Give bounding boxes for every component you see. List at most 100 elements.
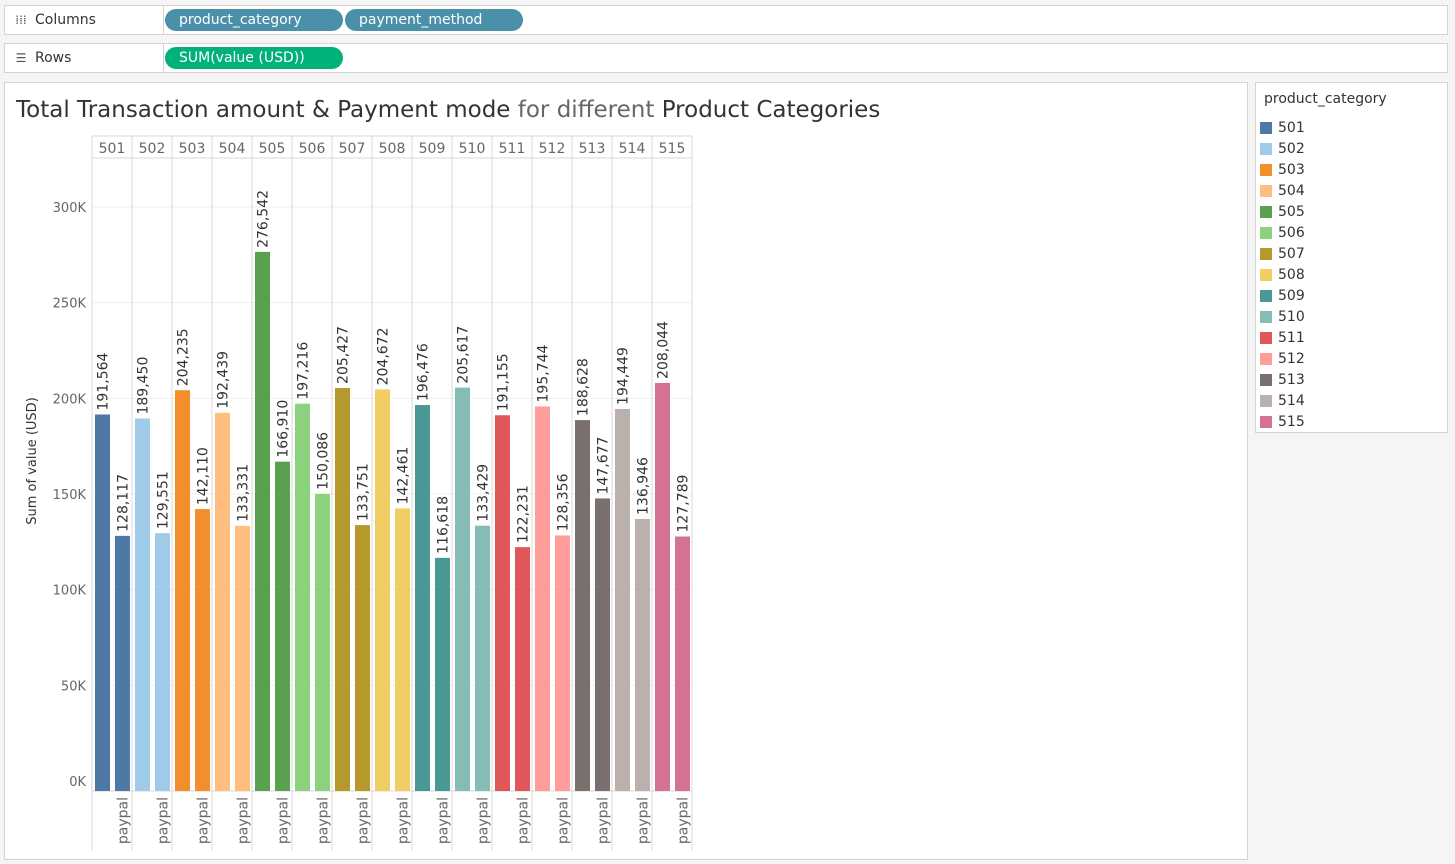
category-header-511: 511 xyxy=(499,141,526,157)
data-label: 122,231 xyxy=(516,485,532,543)
bar-503-blank xyxy=(175,390,190,791)
legend-label: 507 xyxy=(1278,246,1305,262)
title-part-1: Total Transaction amount & Payment mode xyxy=(16,97,511,123)
title-part-2: for different xyxy=(510,97,662,123)
x-sub-label: paypal xyxy=(436,797,452,844)
legend-swatch xyxy=(1260,248,1272,260)
y-tick-label: 150K xyxy=(53,488,87,503)
x-sub-label: paypal xyxy=(356,797,372,844)
x-sub-label: paypal xyxy=(316,797,332,844)
columns-shelf: ⁞⁞⁞ Columns product_category payment_meth… xyxy=(4,5,1448,35)
chart-panel: Total Transaction amount & Payment mode … xyxy=(4,82,1248,860)
x-sub-label: paypal xyxy=(636,797,652,844)
rows-icon: ☰ xyxy=(15,51,27,65)
data-label: 204,235 xyxy=(176,328,192,386)
bar-515-paypal xyxy=(675,536,690,791)
data-label: 133,429 xyxy=(476,464,492,522)
x-sub-label: paypal xyxy=(476,797,492,844)
category-header-501: 501 xyxy=(99,141,126,157)
data-label: 136,946 xyxy=(636,457,652,515)
data-label: 191,564 xyxy=(96,352,112,410)
x-sub-label: paypal xyxy=(276,797,292,844)
title-part-3: Product Categories xyxy=(661,97,881,123)
bar-511-paypal xyxy=(515,547,530,791)
data-label: 196,476 xyxy=(416,343,432,401)
y-tick-label: 100K xyxy=(53,584,87,599)
data-label: 204,672 xyxy=(376,327,392,385)
data-label: 133,751 xyxy=(356,463,372,521)
legend-title: product_category xyxy=(1264,91,1387,107)
legend-swatch xyxy=(1260,395,1272,407)
data-label: 189,450 xyxy=(136,357,152,415)
category-header-509: 509 xyxy=(419,141,446,157)
y-tick-label: 0K xyxy=(69,775,86,790)
legend-label: 510 xyxy=(1278,309,1305,325)
data-label: 129,551 xyxy=(156,471,172,529)
x-sub-label: paypal xyxy=(676,797,692,844)
legend-swatch xyxy=(1260,311,1272,323)
bar-503-paypal xyxy=(195,509,210,791)
data-label: 116,618 xyxy=(436,496,452,554)
bar-506-blank xyxy=(295,403,310,791)
legend-label: 512 xyxy=(1278,351,1305,367)
bar-505-paypal xyxy=(275,461,290,791)
data-label: 142,110 xyxy=(196,447,212,505)
legend-label: 515 xyxy=(1278,414,1305,430)
bar-511-blank xyxy=(495,415,510,791)
legend-label: 503 xyxy=(1278,162,1305,178)
legend-label: 505 xyxy=(1278,204,1305,220)
data-label: 194,449 xyxy=(616,347,632,405)
category-header-502: 502 xyxy=(139,141,166,157)
data-label: 205,617 xyxy=(456,326,472,384)
bar-512-paypal xyxy=(555,535,570,791)
legend-swatch xyxy=(1260,269,1272,281)
bar-514-blank xyxy=(615,408,630,791)
x-sub-label: paypal xyxy=(156,797,172,844)
bar-515-blank xyxy=(655,382,670,791)
y-tick-label: 50K xyxy=(61,679,87,694)
y-tick-label: 250K xyxy=(53,297,87,312)
payment-method-pill[interactable]: payment_method xyxy=(345,9,523,31)
bar-501-blank xyxy=(95,414,110,791)
legend-label: 501 xyxy=(1278,120,1305,136)
columns-label-text: Columns xyxy=(35,12,96,28)
color-legend: product_category 501 502 503 504 505 506 507 50… xyxy=(1255,82,1448,433)
bar-512-blank xyxy=(535,406,550,791)
category-header-503: 503 xyxy=(179,141,206,157)
data-label: 127,789 xyxy=(676,475,692,533)
legend-swatch xyxy=(1260,164,1272,176)
columns-icon: ⁞⁞⁞ xyxy=(15,13,27,27)
bar-504-paypal xyxy=(235,525,250,791)
legend-swatch xyxy=(1260,416,1272,428)
sum-value-pill[interactable]: SUM(value (USD)) xyxy=(165,47,343,69)
legend-label: 511 xyxy=(1278,330,1305,346)
bar-501-paypal xyxy=(115,535,130,791)
data-label: 142,461 xyxy=(396,447,412,505)
category-header-505: 505 xyxy=(259,141,286,157)
rows-shelf-label: ☰ Rows xyxy=(5,44,164,72)
legend-label: 513 xyxy=(1278,372,1305,388)
data-label: 195,744 xyxy=(536,344,552,402)
bar-507-blank xyxy=(335,387,350,791)
category-header-510: 510 xyxy=(459,141,486,157)
legend-label: 509 xyxy=(1278,288,1305,304)
product-category-pill[interactable]: product_category xyxy=(165,9,343,31)
data-label: 205,427 xyxy=(336,326,352,384)
bar-513-paypal xyxy=(595,498,610,791)
bar-509-blank xyxy=(415,405,430,791)
data-label: 166,910 xyxy=(276,400,292,458)
legend-swatch xyxy=(1260,227,1272,239)
data-label: 192,439 xyxy=(216,351,232,409)
bar-chart: 0K 50K 100K 150K 200K 250K 300K Sum of value (U… xyxy=(25,135,693,851)
rows-shelf: ☰ Rows SUM(value (USD)) xyxy=(4,43,1448,73)
data-label: 191,155 xyxy=(496,353,512,411)
legend-swatch xyxy=(1260,206,1272,218)
bar-502-paypal xyxy=(155,533,170,791)
x-sub-label: paypal xyxy=(116,797,132,844)
legend-label: 506 xyxy=(1278,225,1305,241)
category-header-513: 513 xyxy=(579,141,606,157)
legend-label: 502 xyxy=(1278,141,1305,157)
x-sub-label: paypal xyxy=(396,797,412,844)
legend-swatch xyxy=(1260,122,1272,134)
category-header-506: 506 xyxy=(299,141,326,157)
